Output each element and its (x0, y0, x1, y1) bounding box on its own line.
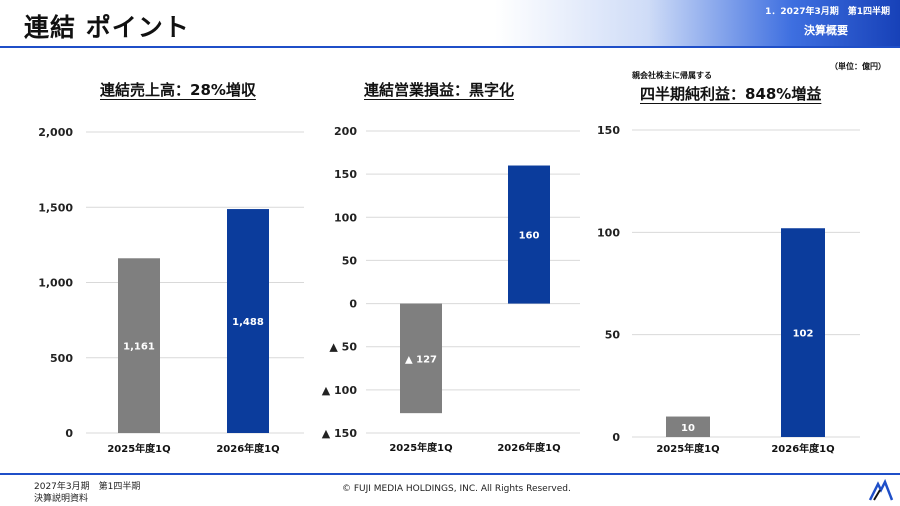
operating-data-label: 160 (519, 231, 540, 242)
sales-category-label: 2026年度1Q (216, 442, 279, 455)
sales-chart: 0 500 1,000 1,500 2,000 1,161 2025年度1Q 1,488 202… (38, 126, 304, 455)
sales-y-tick-label: 0 (65, 427, 73, 440)
net-income-category-label: 2026年度1Q (771, 442, 834, 455)
sales-chart-title: 連結売上高：28%増収 (100, 81, 256, 99)
operating-y-tick-label: ▲ 50 (329, 341, 357, 354)
tech-logo-icon (868, 478, 894, 501)
operating-data-label: ▲ 127 (405, 354, 437, 365)
net-income-data-label: 10 (681, 423, 695, 434)
sales-category-label: 2025年度1Q (107, 442, 170, 455)
operating-y-tick-label: ▲ 150 (322, 427, 358, 440)
net-income-y-tick-label: 0 (612, 431, 620, 444)
sales-data-label: 1,488 (232, 317, 264, 328)
operating-bar-prev (400, 303, 442, 414)
net-income-y-tick-label: 50 (605, 329, 621, 342)
footer-divider (0, 473, 900, 475)
operating-y-tick-label: 50 (342, 254, 358, 267)
operating-y-tick-label: 100 (334, 211, 357, 224)
operating-y-tick-label: 150 (334, 168, 357, 181)
sales-bar-curr (227, 209, 269, 433)
unit-note: （単位：億円） (830, 62, 886, 71)
header-divider (0, 46, 900, 48)
operating-chart-title: 連結営業損益：黒字化 (364, 81, 515, 99)
net-income-chart: 0 50 100 150 10 2025年度1Q 102 2026年度1Q (597, 124, 860, 455)
operating-bar-curr (508, 165, 550, 304)
operating-category-label: 2025年度1Q (389, 441, 452, 454)
net-income-category-label: 2025年度1Q (656, 442, 719, 455)
period-label: 1．2027年3月期 第1四半期 (765, 7, 890, 17)
operating-y-tick-label: 0 (349, 298, 357, 311)
operating-income-chart: ▲ 150 ▲ 100 ▲ 50 0 50 100 150 200 ▲ 127 2025年度1Q 1… (322, 125, 580, 454)
net-income-chart-title: 四半期純利益：848%増益 (640, 85, 822, 103)
sales-y-tick-label: 1,000 (38, 277, 73, 290)
net-income-chart-subtitle: 親会社株主に帰属する (632, 71, 712, 80)
net-income-bar-prev (666, 416, 710, 437)
section-label: 決算概要 (804, 24, 848, 37)
sales-bar-prev (118, 258, 160, 433)
operating-y-tick-label: 200 (334, 125, 357, 138)
footer-copyright: © FUJI MEDIA HOLDINGS, INC. All Rights R… (342, 484, 571, 494)
operating-category-label: 2026年度1Q (497, 441, 560, 454)
operating-y-tick-label: ▲ 100 (322, 384, 358, 397)
sales-y-tick-label: 500 (50, 352, 73, 365)
sales-y-tick-label: 2,000 (38, 126, 73, 139)
net-income-y-tick-label: 100 (597, 226, 620, 239)
net-income-y-tick-label: 150 (597, 124, 620, 137)
footer-period: 2027年3月期 第1四半期 (34, 482, 141, 492)
footer-doc-name: 決算説明資料 (34, 494, 89, 504)
net-income-bar-curr (781, 228, 825, 437)
net-income-data-label: 102 (793, 329, 814, 340)
sales-data-label: 1,161 (123, 342, 155, 353)
sales-y-tick-label: 1,500 (38, 201, 73, 214)
header-band (0, 0, 900, 46)
page-title: 連結 ポイント (24, 13, 190, 42)
